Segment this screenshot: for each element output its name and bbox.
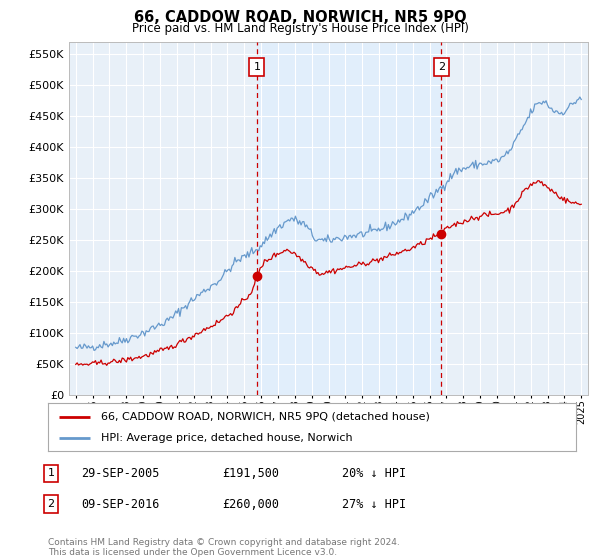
Text: 1: 1 bbox=[253, 62, 260, 72]
Text: 29-SEP-2005: 29-SEP-2005 bbox=[81, 466, 160, 480]
Text: 2: 2 bbox=[47, 499, 55, 509]
Text: £260,000: £260,000 bbox=[222, 497, 279, 511]
Text: HPI: Average price, detached house, Norwich: HPI: Average price, detached house, Norw… bbox=[101, 433, 352, 444]
Text: 66, CADDOW ROAD, NORWICH, NR5 9PQ (detached house): 66, CADDOW ROAD, NORWICH, NR5 9PQ (detac… bbox=[101, 412, 430, 422]
Text: 27% ↓ HPI: 27% ↓ HPI bbox=[342, 497, 406, 511]
Text: 20% ↓ HPI: 20% ↓ HPI bbox=[342, 466, 406, 480]
Text: Contains HM Land Registry data © Crown copyright and database right 2024.
This d: Contains HM Land Registry data © Crown c… bbox=[48, 538, 400, 557]
Text: 66, CADDOW ROAD, NORWICH, NR5 9PQ: 66, CADDOW ROAD, NORWICH, NR5 9PQ bbox=[134, 10, 466, 25]
Text: 1: 1 bbox=[47, 468, 55, 478]
Text: Price paid vs. HM Land Registry's House Price Index (HPI): Price paid vs. HM Land Registry's House … bbox=[131, 22, 469, 35]
Text: £191,500: £191,500 bbox=[222, 466, 279, 480]
Text: 09-SEP-2016: 09-SEP-2016 bbox=[81, 497, 160, 511]
Text: 2: 2 bbox=[437, 62, 445, 72]
Bar bbox=[257, 42, 441, 395]
